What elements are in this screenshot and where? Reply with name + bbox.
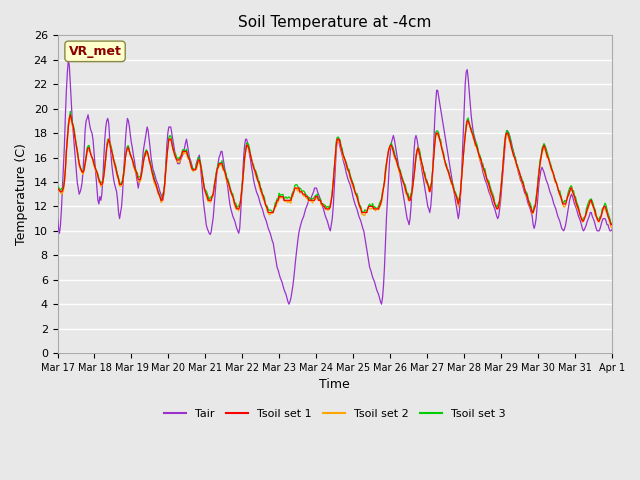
Y-axis label: Temperature (C): Temperature (C) <box>15 143 28 245</box>
X-axis label: Time: Time <box>319 378 350 391</box>
Legend: Tair, Tsoil set 1, Tsoil set 2, Tsoil set 3: Tair, Tsoil set 1, Tsoil set 2, Tsoil se… <box>159 405 510 424</box>
Text: VR_met: VR_met <box>68 45 122 58</box>
Title: Soil Temperature at -4cm: Soil Temperature at -4cm <box>238 15 431 30</box>
